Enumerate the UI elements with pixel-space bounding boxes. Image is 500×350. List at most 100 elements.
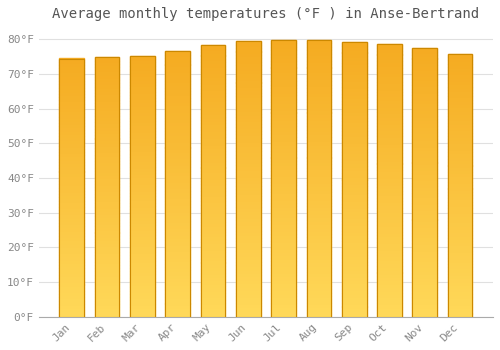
- Bar: [342, 149, 366, 152]
- Bar: [94, 86, 120, 90]
- Bar: [200, 110, 226, 113]
- Bar: [377, 51, 402, 55]
- Bar: [377, 130, 402, 133]
- Bar: [200, 229, 226, 232]
- Bar: [306, 247, 331, 251]
- Bar: [342, 118, 366, 121]
- Bar: [271, 240, 296, 244]
- Bar: [377, 71, 402, 75]
- Bar: [306, 126, 331, 130]
- Bar: [448, 228, 472, 231]
- Bar: [166, 174, 190, 177]
- Bar: [166, 55, 190, 58]
- Bar: [271, 71, 296, 75]
- Bar: [448, 274, 472, 277]
- Bar: [306, 213, 331, 216]
- Bar: [342, 42, 366, 317]
- Bar: [412, 236, 437, 240]
- Bar: [271, 92, 296, 95]
- Bar: [94, 252, 120, 255]
- Bar: [130, 127, 155, 131]
- Bar: [306, 275, 331, 279]
- Bar: [377, 266, 402, 269]
- Bar: [60, 243, 84, 246]
- Bar: [412, 203, 437, 206]
- Bar: [412, 266, 437, 270]
- Bar: [200, 90, 226, 93]
- Bar: [200, 310, 226, 313]
- Bar: [412, 162, 437, 166]
- Bar: [200, 293, 226, 296]
- Bar: [448, 57, 472, 60]
- Bar: [271, 223, 296, 227]
- Bar: [306, 220, 331, 223]
- Bar: [306, 296, 331, 300]
- Bar: [377, 303, 402, 307]
- Bar: [448, 234, 472, 238]
- Bar: [236, 100, 260, 103]
- Bar: [412, 263, 437, 266]
- Bar: [306, 261, 331, 265]
- Bar: [271, 185, 296, 189]
- Bar: [60, 230, 84, 233]
- Bar: [166, 224, 190, 227]
- Bar: [236, 303, 260, 307]
- Bar: [306, 234, 331, 237]
- Bar: [306, 168, 331, 172]
- Bar: [306, 164, 331, 168]
- Bar: [236, 96, 260, 100]
- Bar: [342, 111, 366, 114]
- Bar: [60, 307, 84, 310]
- Bar: [130, 297, 155, 301]
- Bar: [200, 100, 226, 103]
- Bar: [166, 84, 190, 88]
- Bar: [166, 310, 190, 314]
- Bar: [306, 88, 331, 92]
- Bar: [342, 162, 366, 166]
- Bar: [166, 294, 190, 297]
- Bar: [166, 101, 190, 104]
- Bar: [377, 242, 402, 245]
- Bar: [306, 300, 331, 303]
- Bar: [236, 127, 260, 131]
- Bar: [448, 152, 472, 156]
- Bar: [271, 85, 296, 88]
- Bar: [412, 79, 437, 82]
- Bar: [60, 139, 84, 142]
- Bar: [448, 182, 472, 185]
- Bar: [166, 118, 190, 121]
- Bar: [60, 272, 84, 275]
- Bar: [342, 289, 366, 293]
- Bar: [166, 211, 190, 214]
- Bar: [60, 165, 84, 168]
- Bar: [271, 50, 296, 54]
- Bar: [236, 268, 260, 272]
- Bar: [94, 288, 120, 291]
- Bar: [236, 48, 260, 51]
- Bar: [412, 193, 437, 196]
- Bar: [130, 98, 155, 102]
- Bar: [448, 284, 472, 287]
- Bar: [94, 135, 120, 139]
- Bar: [200, 56, 226, 59]
- Bar: [166, 91, 190, 94]
- Bar: [60, 210, 84, 214]
- Bar: [342, 155, 366, 159]
- Bar: [377, 283, 402, 286]
- Bar: [200, 66, 226, 69]
- Bar: [60, 155, 84, 159]
- Bar: [306, 150, 331, 154]
- Bar: [94, 148, 120, 152]
- Bar: [200, 208, 226, 212]
- Bar: [94, 139, 120, 142]
- Bar: [60, 110, 84, 113]
- Bar: [448, 314, 472, 317]
- Bar: [236, 206, 260, 210]
- Bar: [60, 113, 84, 117]
- Bar: [236, 41, 260, 45]
- Bar: [130, 157, 155, 160]
- Bar: [60, 197, 84, 201]
- Bar: [306, 43, 331, 47]
- Bar: [130, 92, 155, 95]
- Bar: [60, 142, 84, 146]
